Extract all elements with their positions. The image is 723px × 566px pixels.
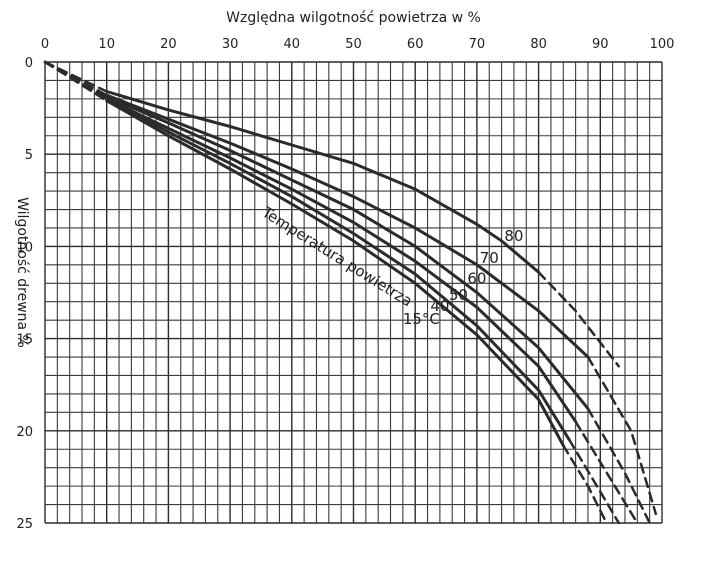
- x-tick-label: 90: [592, 37, 609, 52]
- series-label: 60: [467, 269, 486, 287]
- curve-end-dash: [562, 444, 608, 525]
- x-tick-label: 0: [41, 37, 49, 52]
- x-tick-label: 80: [530, 37, 547, 52]
- curve-start-dash: [43, 60, 108, 102]
- curve-5: [105, 99, 565, 448]
- y-tick-label: 0: [25, 56, 33, 71]
- curve-end-dash: [568, 438, 621, 525]
- series-label: 80: [504, 227, 523, 245]
- x-tick-label: 20: [160, 37, 177, 52]
- y-tick-label: 5: [25, 148, 33, 163]
- curve-1: [105, 93, 590, 359]
- curve-end-dash: [537, 270, 621, 368]
- chart-title: Względna wilgotność powietrza w %: [226, 10, 481, 26]
- y-tick-label: 20: [16, 425, 33, 440]
- temperature-annotation: Temperatura powietrza: [258, 203, 416, 311]
- series-label: 40: [430, 297, 449, 315]
- series-label: 70: [480, 249, 499, 267]
- curves: [43, 60, 658, 525]
- curve-end-dash: [586, 407, 651, 525]
- series-label: 15°C: [403, 310, 440, 328]
- series-label: 50: [449, 286, 468, 304]
- curve-4: [105, 97, 571, 442]
- curve-start-dash: [43, 60, 108, 93]
- x-tick-label: 70: [469, 37, 486, 52]
- x-tick-label: 30: [222, 37, 239, 52]
- y-tick-label: 15: [16, 333, 33, 348]
- x-tick-label: 100: [650, 37, 675, 52]
- x-tick-label: 60: [407, 37, 424, 52]
- curve-0: [105, 90, 541, 274]
- y-tick-label: 10: [16, 240, 33, 255]
- x-tick-label: 40: [284, 37, 301, 52]
- x-tick-label: 50: [345, 37, 362, 52]
- curve-3: [105, 97, 578, 424]
- y-tick-label: 25: [16, 517, 33, 532]
- y-axis-label: Wilgotność drewna %: [14, 197, 30, 348]
- curve-end-dash: [574, 420, 639, 525]
- grid: [44, 61, 663, 524]
- x-tick-label: 10: [98, 37, 115, 52]
- curve-2: [105, 95, 590, 411]
- curve-end-dash: [586, 355, 658, 516]
